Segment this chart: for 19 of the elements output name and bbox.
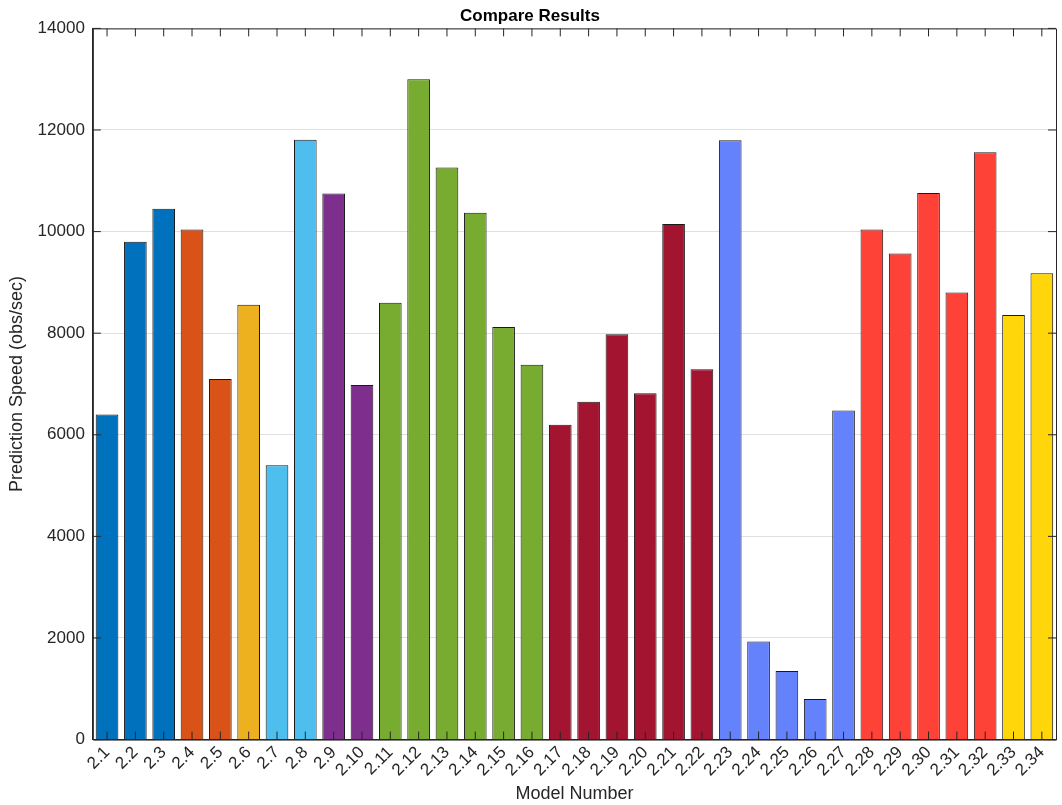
x-tick-label: 2.5	[196, 742, 227, 773]
x-tick-label: 2.1	[83, 742, 114, 773]
x-axis-title: Model Number	[515, 783, 634, 804]
y-tick-label: 4000	[47, 526, 85, 546]
x-tick-label: 2.6	[224, 742, 255, 773]
y-tick-label: 0	[75, 729, 85, 749]
x-tick-label: 2.4	[168, 742, 199, 773]
y-tick-label: 14000	[37, 18, 85, 38]
x-tick-label: 2.3	[139, 742, 170, 773]
chart-title: Compare Results	[460, 5, 600, 25]
y-axis-title: Prediction Speed (obs/sec)	[5, 275, 26, 493]
y-tick-label: 8000	[47, 322, 85, 342]
x-tick-label: 2.2	[111, 742, 142, 773]
y-tick-label: 2000	[47, 627, 85, 647]
y-tick-label: 10000	[37, 221, 85, 241]
y-tick-label: 6000	[47, 424, 85, 444]
x-tick-label: 2.8	[281, 742, 312, 773]
x-tick-label: 2.7	[252, 742, 284, 773]
y-tick-label: 12000	[37, 119, 85, 139]
